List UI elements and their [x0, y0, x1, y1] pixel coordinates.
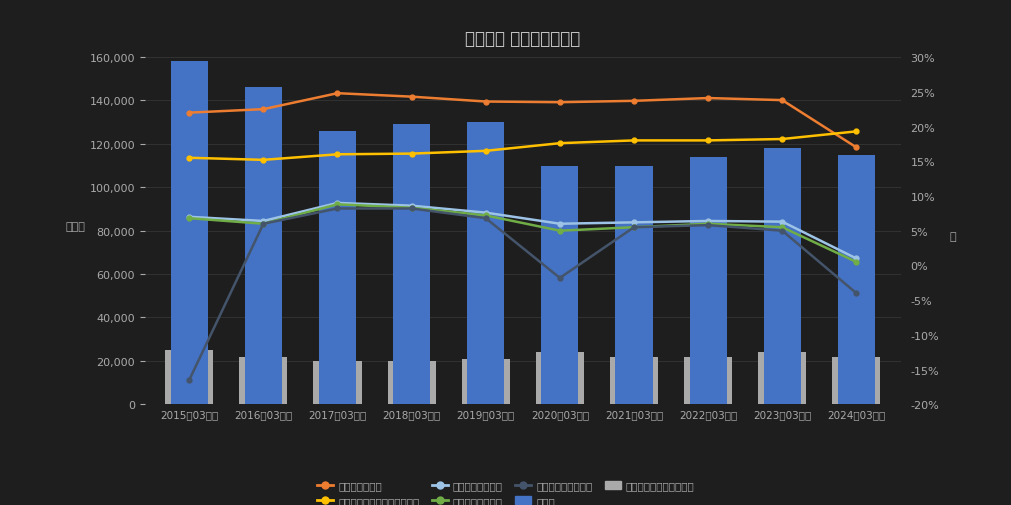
販売費および一般管理費比率: [257, 158, 269, 164]
販売費および一般管理費比率: [627, 138, 639, 144]
Bar: [245, 88, 282, 405]
売上高粗利益率: [627, 98, 639, 105]
売上高粗利益率: [775, 98, 788, 104]
売上高当期純利益率: [627, 225, 639, 231]
売上高営業利益率: [702, 219, 714, 225]
売上高経常利益率: [849, 260, 861, 266]
売上高営業利益率: [479, 210, 491, 216]
Bar: [757, 352, 806, 405]
Bar: [171, 62, 207, 405]
売上高経常利益率: [702, 221, 714, 227]
売上高営業利益率: [405, 203, 418, 209]
売上高当期純利益率: [183, 377, 195, 383]
売上高経常利益率: [257, 221, 269, 227]
売上高当期純利益率: [702, 223, 714, 229]
販売費および一般管理費比率: [702, 138, 714, 144]
Bar: [239, 357, 287, 405]
Bar: [763, 149, 800, 405]
Bar: [535, 352, 583, 405]
売上高当期純利益率: [775, 228, 788, 234]
Y-axis label: 百万円: 百万円: [66, 221, 85, 231]
売上高粗利益率: [702, 96, 714, 102]
売上高営業利益率: [257, 219, 269, 225]
売上高経常利益率: [479, 213, 491, 219]
Bar: [392, 125, 430, 405]
売上高営業利益率: [331, 200, 343, 207]
Title: 営業効率 財務指標・数値: 営業効率 財務指標・数値: [465, 30, 580, 48]
販売費および一般管理費比率: [479, 148, 491, 155]
Bar: [467, 123, 503, 405]
売上高当期純利益率: [405, 206, 418, 212]
売上高経常利益率: [405, 206, 418, 212]
Bar: [165, 350, 213, 405]
Bar: [683, 357, 732, 405]
Line: 売上高粗利益率: 売上高粗利益率: [187, 91, 858, 150]
売上高粗利益率: [479, 99, 491, 106]
Line: 売上高当期純利益率: 売上高当期純利益率: [187, 207, 858, 383]
販売費および一般管理費比率: [553, 141, 565, 147]
Bar: [313, 361, 361, 405]
販売費および一般管理費比率: [405, 152, 418, 158]
売上高経常利益率: [183, 216, 195, 222]
販売費および一般管理費比率: [183, 156, 195, 162]
Line: 販売費および一般管理費比率: 販売費および一般管理費比率: [187, 130, 858, 163]
販売費および一般管理費比率: [775, 137, 788, 143]
売上高営業利益率: [849, 256, 861, 262]
売上高経常利益率: [627, 225, 639, 231]
売上高当期純利益率: [479, 216, 491, 222]
売上高営業利益率: [553, 221, 565, 227]
売上高営業利益率: [627, 220, 639, 226]
売上高当期純利益率: [553, 275, 565, 281]
売上高経常利益率: [331, 202, 343, 208]
Legend: 売上高粗利益率, 販売費および一般管理費比率, 売上高営業利益率, 売上高経常利益率, 売上高当期純利益率, 売上高, 販売費および一般管理費: 売上高粗利益率, 販売費および一般管理費比率, 売上高営業利益率, 売上高経常利…: [313, 476, 698, 505]
売上高粗利益率: [257, 107, 269, 113]
Bar: [461, 359, 510, 405]
Bar: [318, 132, 356, 405]
売上高当期純利益率: [849, 290, 861, 296]
売上高当期純利益率: [257, 221, 269, 227]
Bar: [610, 357, 657, 405]
Bar: [688, 158, 726, 405]
Y-axis label: 率: 率: [949, 231, 955, 241]
Bar: [541, 166, 578, 405]
Bar: [387, 361, 436, 405]
Bar: [831, 357, 880, 405]
売上高経常利益率: [775, 225, 788, 231]
売上高営業利益率: [775, 219, 788, 225]
販売費および一般管理費比率: [849, 129, 861, 135]
売上高粗利益率: [405, 94, 418, 100]
売上高粗利益率: [183, 111, 195, 117]
売上高当期純利益率: [331, 206, 343, 212]
売上高粗利益率: [849, 145, 861, 151]
売上高粗利益率: [553, 100, 565, 106]
Bar: [615, 166, 652, 405]
Line: 売上高経常利益率: 売上高経常利益率: [187, 203, 858, 265]
販売費および一般管理費比率: [331, 152, 343, 158]
売上高経常利益率: [553, 228, 565, 234]
Bar: [837, 156, 875, 405]
Line: 売上高営業利益率: 売上高営業利益率: [187, 201, 858, 262]
売上高営業利益率: [183, 214, 195, 220]
売上高粗利益率: [331, 91, 343, 97]
